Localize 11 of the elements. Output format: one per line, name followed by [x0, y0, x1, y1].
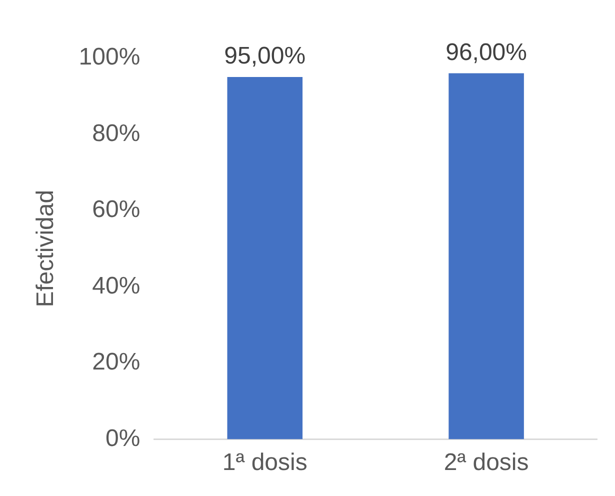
y-tick-label: 80%: [92, 120, 140, 147]
x-tick-label: 1ª dosis: [222, 449, 308, 476]
y-tick-label: 100%: [78, 44, 140, 71]
y-tick-label: 60%: [92, 196, 140, 224]
y-axis-title: Efectividad: [32, 190, 60, 308]
data-label: 96,00%: [446, 38, 527, 66]
x-tick-label: 2ª dosis: [444, 449, 529, 476]
y-tick-label: 40%: [92, 272, 140, 300]
y-tick-label: 0%: [105, 424, 140, 452]
y-tick-label: 20%: [92, 348, 140, 376]
data-label: 95,00%: [224, 42, 306, 70]
